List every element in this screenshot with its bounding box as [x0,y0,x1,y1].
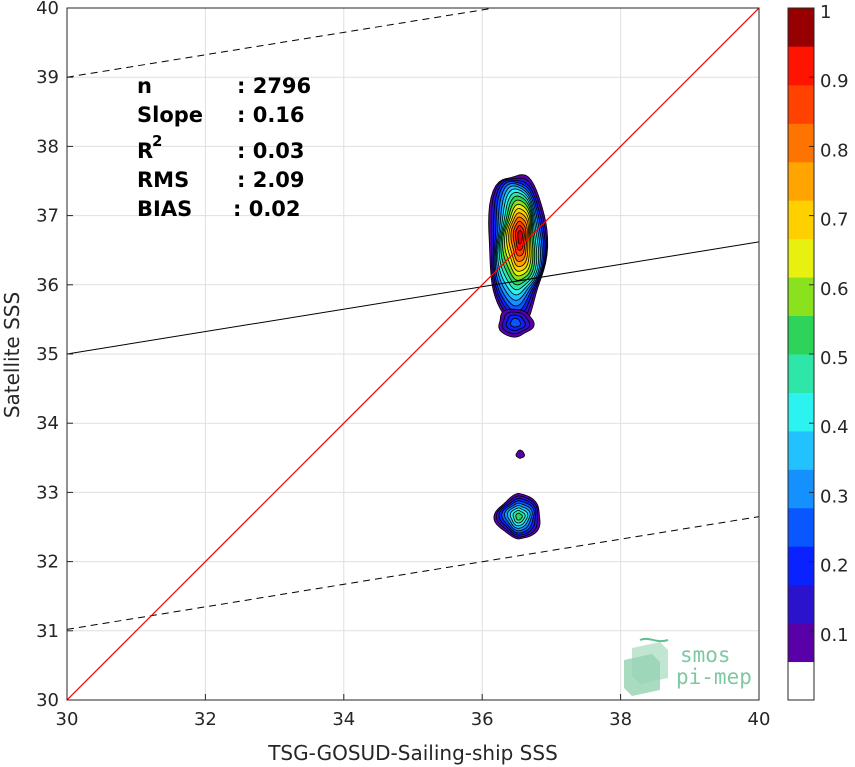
stats-box: n : 2796 Slope : 0.16 R 2 : 0.03 RMS : 2… [137,74,311,221]
colorbar-tick-label: 0.7 [820,210,849,231]
logo-waves-icon [624,637,669,696]
x-tick-label: 36 [471,709,494,730]
colorbar-segment [788,161,814,201]
stat-n-value: : 2796 [237,74,311,98]
stat-slope-value: : 0.16 [237,103,305,127]
colorbar-tick-label: 1 [820,2,831,23]
regression-line [67,241,759,355]
colorbar-segment [788,277,814,317]
density-contour-level [517,229,523,245]
colorbar-tick-label: 0.2 [820,556,849,577]
x-tick-label: 32 [194,709,217,730]
colorbar-segment [788,354,814,393]
colorbar-tick-label: 0.5 [820,348,849,369]
colorbar-tick-label: 0.8 [820,140,849,161]
logo: smos pi-mep [624,637,752,696]
reference-lines [67,8,759,700]
stat-r2-value: : 0.03 [237,139,305,163]
y-tick-label: 31 [36,621,59,642]
y-tick-label: 40 [36,0,59,19]
x-tick-label: 30 [56,709,79,730]
colorbar-segment [788,507,814,547]
y-tick-label: 30 [36,690,59,711]
density-contour-level [509,318,521,328]
density-contour-level [515,512,523,521]
density-contours [488,174,549,540]
colorbar-segment [788,430,814,470]
y-axis-title: Satellite SSS [0,292,24,418]
colorbar-segment [788,46,814,86]
stat-r2-sup: 2 [152,132,162,150]
colorbar-segment [788,392,814,432]
stat-n-label: n [137,74,152,98]
identity-line [67,8,759,700]
colorbar: 0.1 0.2 0.3 0.4 0.5 0.6 0.7 0.8 0.9 1 [787,2,849,701]
upper-dashed-line [67,8,498,78]
logo-line2: pi-mep [676,665,752,689]
colorbar-segment [788,623,814,663]
x-tick-label: 40 [748,709,771,730]
stat-rms-label: RMS [137,168,189,192]
y-tick-label: 32 [36,552,59,573]
colorbar-segment [788,546,814,586]
y-tick-label: 37 [36,206,59,227]
y-tick-label: 33 [36,482,59,503]
y-tick-label: 35 [36,344,59,365]
colorbar-segment [788,584,814,624]
contour-group [488,174,549,540]
x-tick-label: 38 [609,709,632,730]
stat-bias-value: : 0.02 [233,197,301,221]
stat-slope-label: Slope [137,103,203,127]
colorbar-segment [788,469,814,509]
density-contour-level [515,449,525,459]
colorbar-segment [788,123,814,163]
y-tick-label: 34 [36,413,59,434]
stat-r2-label: R [137,139,153,163]
colorbar-segment [788,315,814,355]
colorbar-segment [788,238,814,278]
y-tick-label: 38 [36,136,59,157]
x-axis-title: TSG-GOSUD-Sailing-ship SSS [267,741,558,765]
axis-ticks: 30 32 34 36 38 40 30 31 32 33 34 35 36 37 38 39 40 [36,0,770,730]
y-tick-label: 39 [36,67,59,88]
colorbar-tick-label: 0.9 [820,71,849,92]
colorbar-segment [788,661,814,701]
colorbar-tick-label: 0.1 [820,625,849,646]
stat-rms-value: : 2.09 [237,168,305,192]
colorbar-segment [788,8,814,47]
lower-dashed-line [67,516,759,630]
stat-bias-label: BIAS [137,197,192,221]
colorbar-segment [788,84,814,124]
colorbar-segment [788,200,814,240]
x-tick-label: 34 [332,709,355,730]
colorbar-tick-label: 0.6 [820,279,849,300]
y-tick-label: 36 [36,275,59,296]
logo-line1: smos [680,643,731,667]
colorbar-tick-label: 0.4 [820,417,849,438]
colorbar-tick-label: 0.3 [820,486,849,507]
reference-line-group [67,8,759,700]
